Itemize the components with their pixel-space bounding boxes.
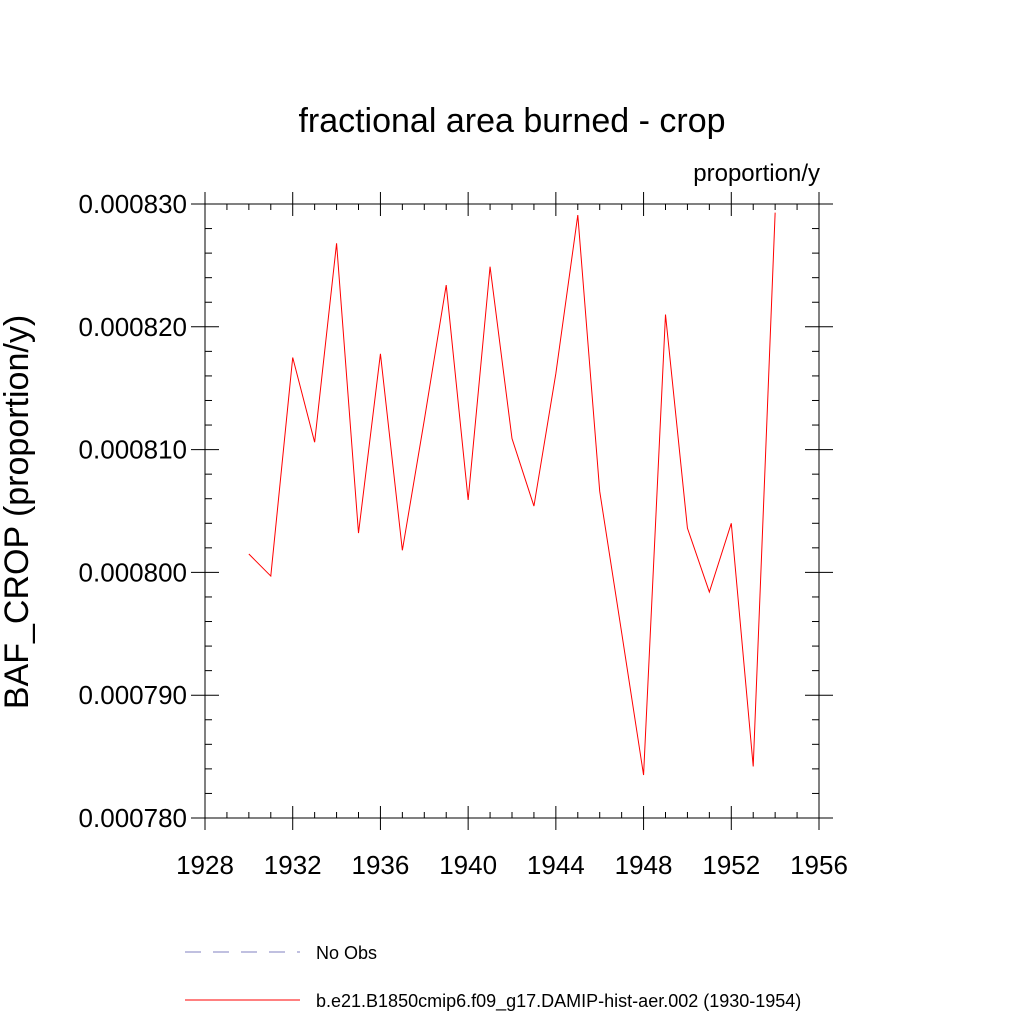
x-tick-label: 1932 [264,850,322,880]
plot-frame [204,203,820,819]
x-tick-label: 1956 [790,850,848,880]
y-tick-label: 0.000820 [79,312,187,342]
y-tick-label: 0.000780 [79,803,187,833]
y-tick-labels: 0.000780 0.000790 0.000800 0.000810 0.000820… [79,189,187,833]
series-line [248,212,776,776]
y-tick-label: 0.000810 [79,435,187,465]
x-tick-label: 1952 [702,850,760,880]
y-tick-label: 0.000790 [79,680,187,710]
x-tick-label: 1928 [176,850,234,880]
x-tick-labels: 1928 1932 1936 1940 1944 1948 1952 1956 [176,850,848,880]
units-label: proportion/y [693,160,820,187]
y-tick-label: 0.000800 [79,557,187,587]
x-tick-label: 1944 [527,850,585,880]
legend-label-model: b.e21.B1850cmip6.f09_g17.DAMIP-hist-aer.… [316,991,801,1012]
x-tick-label: 1940 [439,850,497,880]
y-tick-label: 0.000830 [79,189,187,219]
y-axis-label: BAF_CROP (proportion/y) [0,315,36,709]
x-tick-label: 1936 [352,850,410,880]
legend-label-no-obs: No Obs [316,943,377,963]
series-lines [248,212,776,776]
legend: No Obs b.e21.B1850cmip6.f09_g17.DAMIP-hi… [185,943,801,1012]
axis-ticks [191,192,833,830]
chart-title: fractional area burned - crop [298,102,725,140]
x-tick-label: 1948 [615,850,673,880]
